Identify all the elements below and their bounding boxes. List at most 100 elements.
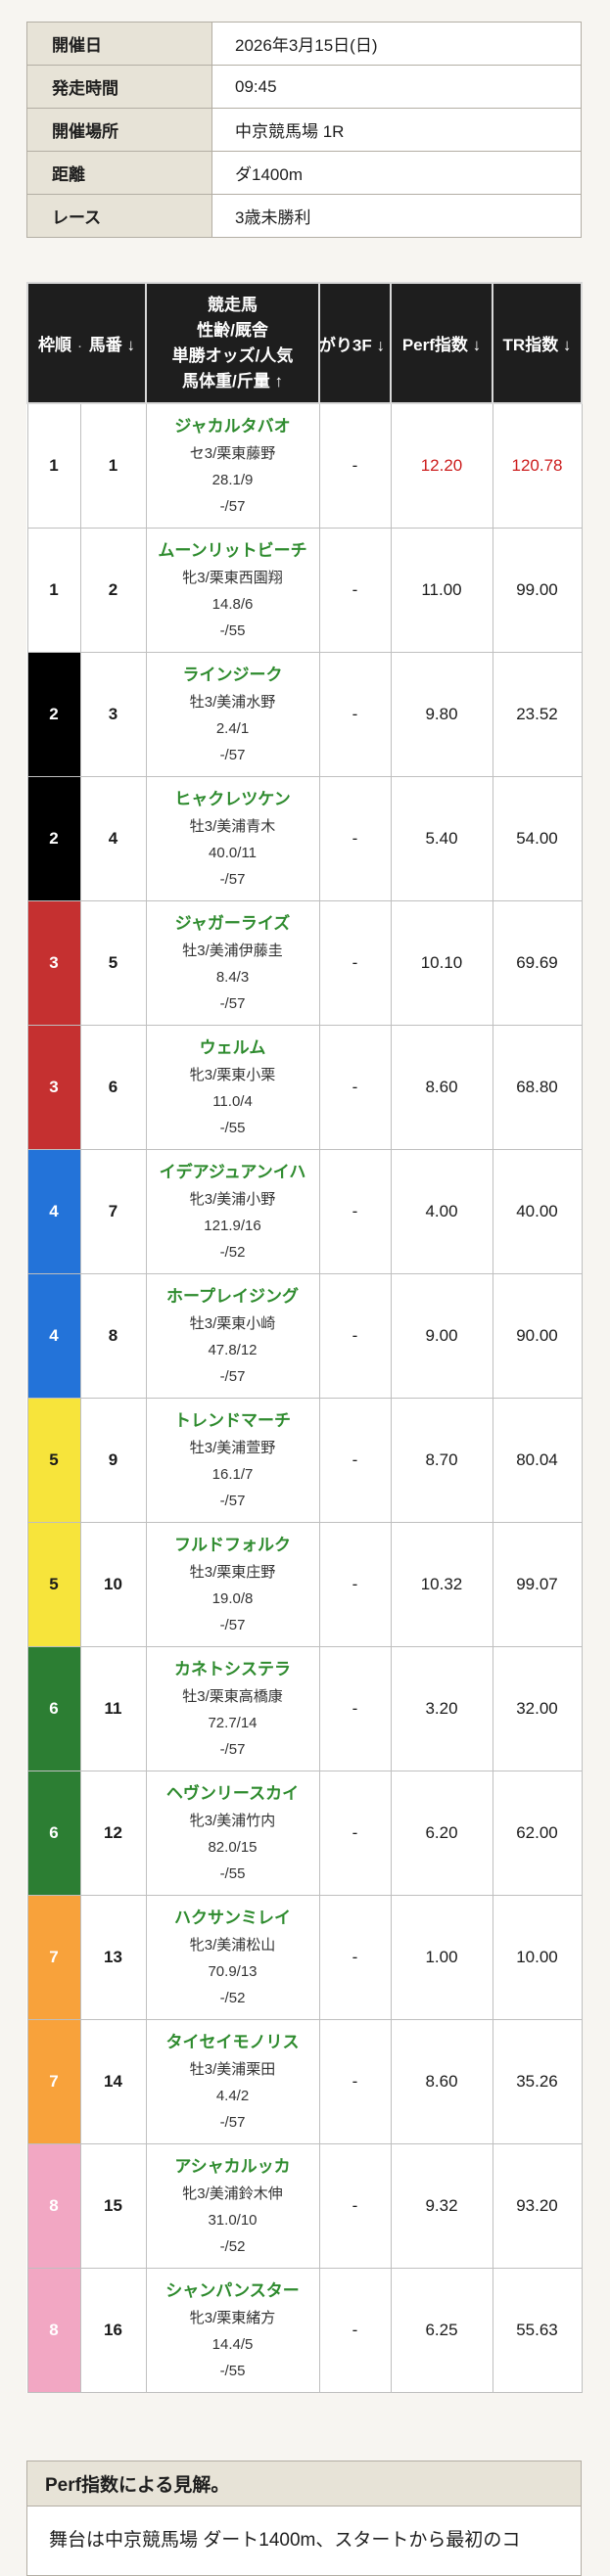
horse-row: 3 6 ウェルム 牝3/栗東小栗 11.0/4 -/55 - 8.60 68.8… [26,1025,583,1150]
horse-weight-load: -/55 [219,2362,246,2379]
horse-row: 4 7 イデアジュアンイハ 牝3/美浦小野 121.9/16 -/52 - 4.… [26,1149,583,1274]
horse-header-line: 競走馬 [208,295,258,314]
horse-odds-popularity: 16.1/7 [211,1465,254,1483]
perf-index-cell: 9.32 [390,2143,493,2269]
waku-number-cell: 2 [26,776,81,901]
horse-name: アシャカルッカ [174,2156,291,2176]
race-date-label: 開催日 [26,22,212,66]
agari3f-cell: - [318,2143,392,2269]
start-time-label: 発走時間 [26,65,212,109]
horse-odds-popularity: 14.4/5 [211,2335,254,2353]
horse-name: イデアジュアンイハ [159,1162,306,1181]
horse-name: ジャガーライズ [174,913,291,933]
horse-name: ヒャクレツケン [174,789,291,808]
horse-info-cell: タイセイモノリス 牡3/美浦栗田 4.4/2 -/57 [145,2019,320,2144]
agari3f-cell: - [318,652,392,777]
horse-info-cell: イデアジュアンイハ 牝3/美浦小野 121.9/16 -/52 [145,1149,320,1274]
horse-info-cell: アシャカルッカ 牝3/美浦鈴木伸 31.0/10 -/52 [145,2143,320,2269]
horse-odds-popularity: 72.7/14 [208,1714,258,1731]
opinion-title: Perf指数による見解。 [27,2461,581,2507]
horse-number-cell: 3 [79,652,147,777]
tr-index-cell: 99.00 [492,528,583,653]
horse-name: トレンドマーチ [174,1410,291,1430]
column-header-horse[interactable]: 競走馬 性齢/厩舎 単勝オッズ/人気 馬体重/斤量 ↑ [145,282,320,404]
tr-index-cell: 99.07 [492,1522,583,1647]
tr-index-cell: 120.78 [492,402,583,529]
distance-value: ダ1400m [211,151,582,195]
horse-name: ハクサンミレイ [174,1908,291,1927]
column-header-tr-index[interactable]: TR指数 ↓ [492,282,583,404]
waku-number-cell: 2 [26,652,81,777]
horse-weight-load: -/57 [219,1367,246,1385]
horse-sex-age-stable: 牡3/栗東庄野 [189,1563,276,1581]
perf-index-cell: 11.00 [390,528,493,653]
horse-odds-popularity: 31.0/10 [208,2211,258,2229]
horse-weight-load: -/57 [219,1740,246,1758]
horse-table-header-row: 枠順 · 馬番 ↓ 競走馬 性齢/厩舎 単勝オッズ/人気 馬体重/斤量 ↑ 上がり3… [26,282,583,404]
horse-odds-popularity: 19.0/8 [211,1589,254,1607]
agari3f-cell: - [318,900,392,1026]
horse-weight-load: -/55 [219,1864,246,1882]
tr-index-cell: 32.00 [492,1646,583,1771]
horse-sex-age-stable: 牝3/美浦松山 [189,1936,276,1954]
horse-sex-age-stable: 牝3/栗東西園翔 [182,569,283,586]
horse-sex-age-stable: 牡3/栗東高橋康 [182,1687,283,1705]
horse-odds-popularity: 4.4/2 [215,2087,250,2104]
column-header-perf-index[interactable]: Perf指数 ↓ [390,282,493,404]
horse-sex-age-stable: 牝3/美浦竹内 [189,1812,276,1829]
horse-name: ウェルム [199,1037,266,1057]
tr-index-cell: 90.00 [492,1273,583,1399]
horse-name: ヘヴンリースカイ [165,1783,300,1803]
horse-info-cell: ウェルム 牝3/栗東小栗 11.0/4 -/55 [145,1025,320,1150]
perf-index-cell: 4.00 [390,1149,493,1274]
start-time-value: 09:45 [211,65,582,109]
horse-sex-age-stable: 牝3/美浦鈴木伸 [182,2185,283,2202]
uma-header-label: 馬番 ↓ [88,336,135,354]
horse-info-cell: ヘヴンリースカイ 牝3/美浦竹内 82.0/15 -/55 [145,1771,320,1896]
horse-header-line: 性齢/厩舎 [197,320,268,340]
waku-number-cell: 5 [26,1522,81,1647]
horse-odds-popularity: 40.0/11 [209,844,257,861]
perf-index-cell: 8.70 [390,1398,493,1523]
horse-row: 5 10 フルドフォルク 牡3/栗東庄野 19.0/8 -/57 - 10.32… [26,1522,583,1647]
perf-index-cell: 6.20 [390,1771,493,1896]
horse-row: 7 13 ハクサンミレイ 牝3/美浦松山 70.9/13 -/52 - 1.00… [26,1895,583,2020]
waku-number-cell: 6 [26,1646,81,1771]
horse-weight-load: -/52 [219,2237,246,2255]
column-header-agari3f[interactable]: 上がり3F ↓ [318,282,392,404]
opinion-panel: Perf指数による見解。 舞台は中京競馬場 ダート1400m、スタートから最初の… [26,2461,582,2576]
horse-number-cell: 8 [79,1273,147,1399]
distance-label: 距離 [26,151,212,195]
horse-row: 6 12 ヘヴンリースカイ 牝3/美浦竹内 82.0/15 -/55 - 6.2… [26,1771,583,1896]
horse-sex-age-stable: 牡3/美浦栗田 [189,2060,276,2078]
venue-value: 中京競馬場 1R [211,108,582,152]
horse-row: 2 4 ヒャクレツケン 牡3/美浦青木 40.0/11 -/57 - 5.40 … [26,776,583,901]
horse-sex-age-stable: セ3/栗東藤野 [189,444,276,462]
waku-header-label: 枠順 [38,336,72,354]
horse-number-cell: 13 [79,1895,147,2020]
tr-index-cell: 69.69 [492,900,583,1026]
horse-weight-load: -/57 [219,870,246,888]
horse-odds-popularity: 70.9/13 [208,1962,258,1980]
waku-number-cell: 1 [26,528,81,653]
tr-index-cell: 10.00 [492,1895,583,2020]
horse-name: シャンパンスター [165,2280,300,2300]
horse-number-cell: 6 [79,1025,147,1150]
horse-weight-load: -/57 [219,2113,246,2131]
horse-info-cell: ホープレイジング 牡3/栗東小崎 47.8/12 -/57 [145,1273,320,1399]
tr-index-cell: 40.00 [492,1149,583,1274]
waku-number-cell: 5 [26,1398,81,1523]
perf-index-cell: 1.00 [390,1895,493,2020]
horse-sex-age-stable: 牡3/栗東小崎 [189,1314,276,1332]
horse-number-cell: 12 [79,1771,147,1896]
agari3f-cell: - [318,402,392,529]
horse-weight-load: -/57 [219,746,246,763]
horse-odds-popularity: 28.1/9 [211,471,254,488]
horse-number-cell: 16 [79,2268,147,2393]
column-header-waku-uma[interactable]: 枠順 · 馬番 ↓ [26,282,147,404]
race-info-row: 距離 ダ1400m [26,151,582,195]
waku-number-cell: 6 [26,1771,81,1896]
horse-weight-load: -/55 [219,621,246,639]
race-info-row: レース 3歳未勝利 [26,194,582,238]
horse-number-cell: 10 [79,1522,147,1647]
